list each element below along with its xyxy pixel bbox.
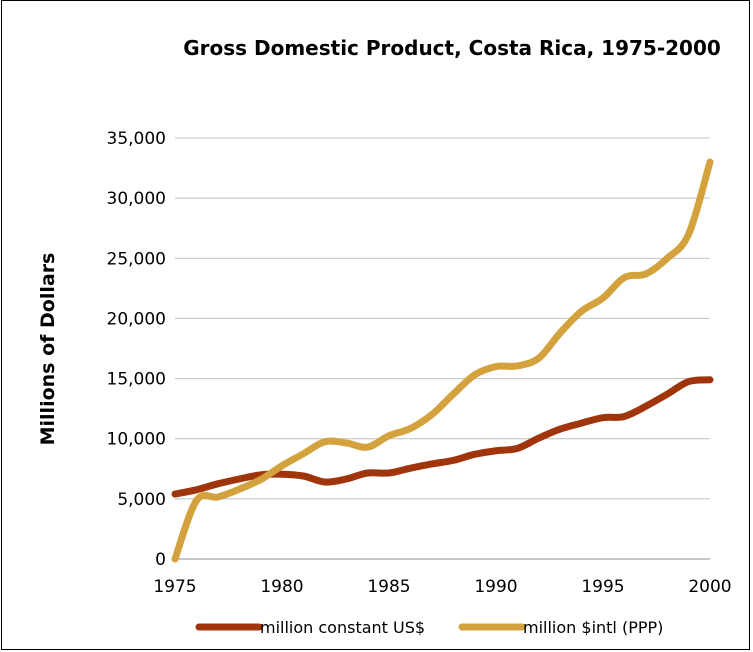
y-tick-label: 10,000 xyxy=(107,430,166,450)
x-tick-label: 2000 xyxy=(688,577,731,597)
gridlines xyxy=(175,137,710,560)
series-lines xyxy=(171,158,714,563)
legend-label-1: million constant US$ xyxy=(260,618,425,637)
y-tick-label: 0 xyxy=(155,550,166,570)
y-tick-label: 35,000 xyxy=(107,129,166,149)
y-tick-label: 5,000 xyxy=(117,490,166,510)
x-tick-label: 1990 xyxy=(474,577,517,597)
y-tick-label: 20,000 xyxy=(107,309,166,329)
chart-title: Gross Domestic Product, Costa Rica, 1975… xyxy=(183,36,721,60)
y-tick-labels: 0 5,000 10,000 15,000 20,000 25,000 30,000 35,0… xyxy=(107,129,166,570)
y-tick-label: 15,000 xyxy=(107,370,166,390)
x-tick-label: 1980 xyxy=(260,577,303,597)
series-line-1 xyxy=(171,376,714,498)
x-tick-label: 1995 xyxy=(581,577,624,597)
y-axis-label: Millions of Dollars xyxy=(37,253,59,446)
y-tick-label: 25,000 xyxy=(107,249,166,269)
legend: million constant US$ million $intl (PPP) xyxy=(195,618,663,637)
series-line-2 xyxy=(171,158,714,563)
x-tick-label: 1985 xyxy=(367,577,410,597)
x-tick-label: 1975 xyxy=(153,577,196,597)
x-tick-labels: 1975 1980 1985 1990 1995 2000 xyxy=(153,577,731,597)
y-tick-label: 30,000 xyxy=(107,189,166,209)
legend-label-2: million $intl (PPP) xyxy=(523,618,663,637)
